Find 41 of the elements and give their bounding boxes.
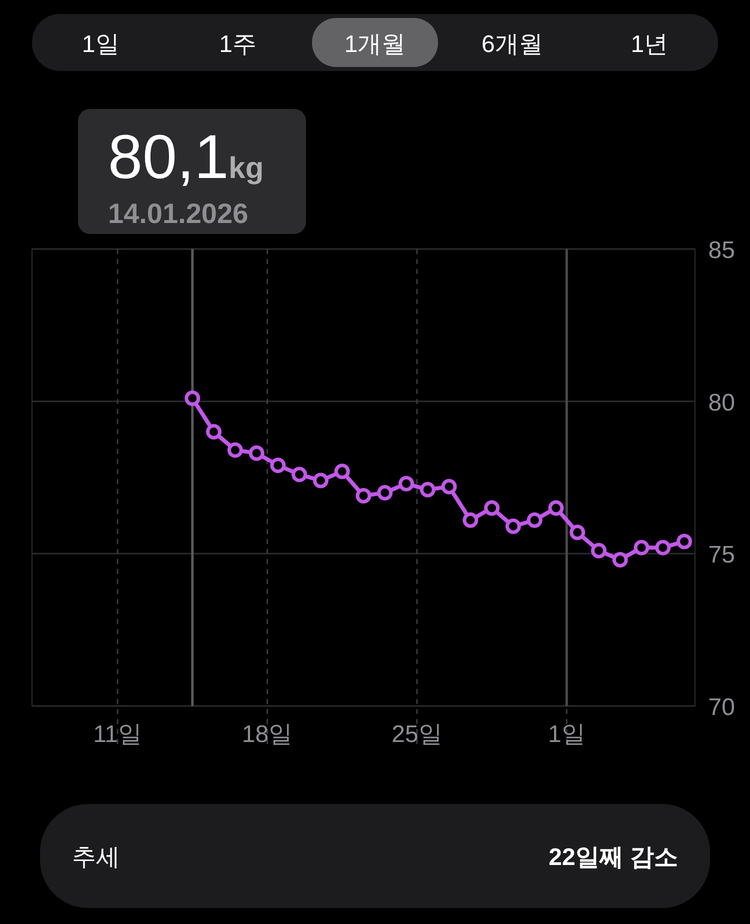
point [441,478,457,494]
point [292,466,308,482]
point [526,512,542,528]
text: 1개월 [344,31,406,58]
point [591,542,607,558]
text: 6개월 [482,31,543,58]
y-tick-label: 70 [708,694,735,721]
point [206,424,222,440]
text: 80,1kg [108,123,264,192]
text: 추세 [72,844,120,871]
y-tick-label: 85 [708,237,735,264]
x-tick-label: 25일 [392,721,442,748]
text: 1년 [630,31,668,58]
point [484,500,500,516]
point [505,518,521,534]
point [334,464,350,480]
text: 14.01.2026 [108,198,248,229]
text: 22일째 감소 [548,844,678,871]
point [398,476,414,492]
point [270,458,286,474]
y-tick-label: 75 [708,542,735,569]
point [377,484,393,500]
point [312,472,328,488]
text: 1주 [219,31,256,58]
point [548,500,564,516]
text: 1일 [82,31,120,58]
y-tick-label: 80 [708,389,735,416]
point [184,390,200,406]
point [676,534,692,550]
point [462,512,478,528]
point [634,540,650,556]
point [420,482,436,498]
x-tick-label: 11일 [93,721,142,748]
point [356,488,372,504]
point [570,524,586,540]
point [612,552,628,568]
x-tick-label: 18일 [242,721,293,748]
point [227,442,243,458]
x-tick-label: 1일 [548,721,586,748]
point [248,445,264,461]
point [655,540,671,556]
